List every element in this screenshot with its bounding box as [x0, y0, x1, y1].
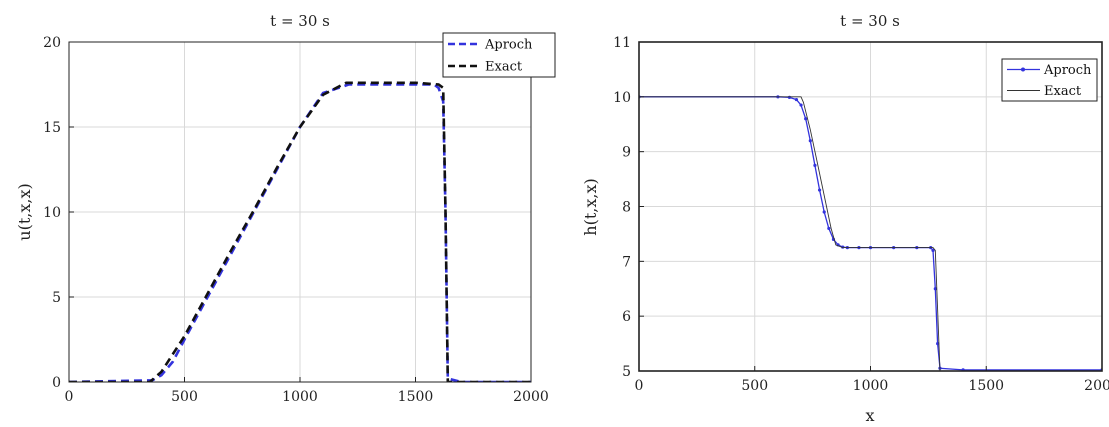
- right-y-tick-label: 9: [622, 145, 631, 161]
- right-chart: 0 500 1000 1500 2000 5 6 7 8 9 10 11 t = 30 s h(t,x…: [581, 12, 1109, 425]
- right-x-tick-label: 1500: [968, 378, 1004, 394]
- left-x-tick-label: 500: [171, 389, 198, 405]
- right-y-tick-label: 5: [622, 364, 631, 380]
- right-series-group: [639, 95, 1102, 371]
- left-x-tick-label: 1500: [398, 389, 434, 405]
- left-y-tick-label: 10: [43, 205, 61, 221]
- right-series-aproch-point: [827, 226, 831, 231]
- right-x-tick-label: 500: [741, 378, 768, 394]
- left-y-tick-label: 5: [52, 290, 61, 306]
- right-series-aproch-point: [787, 95, 792, 99]
- right-y-axis-label: h(t,x,x): [581, 178, 600, 235]
- right-x-tick-label: 1000: [853, 378, 889, 394]
- left-chart: 0 500 1000 1500 2000 0 5 10 15 20 t = 30 s u(t,x,…: [15, 12, 556, 405]
- right-series-aproch-point: [817, 188, 822, 192]
- right-legend-label-exact: Exact: [1044, 84, 1082, 99]
- right-series-aproch-point: [822, 210, 826, 214]
- right-series-exact-line: [639, 96, 1102, 371]
- left-y-tick-label: 0: [52, 375, 61, 391]
- right-x-axis-label: x: [865, 406, 874, 425]
- left-ticks: 0 500 1000 1500 2000 0 5 10 15 20: [43, 35, 549, 405]
- right-series-aproch-point: [794, 97, 799, 102]
- right-grid: [639, 42, 1102, 371]
- right-legend-box: [1001, 58, 1098, 102]
- right-y-tick-label: 10: [613, 90, 631, 106]
- left-y-tick-label: 20: [43, 35, 61, 51]
- right-legend-marker-aproch: [1021, 67, 1025, 72]
- right-series-aproch-point: [813, 163, 817, 167]
- right-series-aproch-point: [931, 248, 935, 252]
- left-series-group: [69, 81, 531, 382]
- right-legend: Aproch Exact: [1001, 58, 1098, 102]
- right-y-tick-label: 7: [622, 254, 631, 270]
- right-x-tick-label: 2000: [1084, 378, 1109, 394]
- left-y-tick-label: 15: [43, 120, 61, 136]
- right-x-tick-label: 0: [635, 378, 644, 394]
- right-series-aproch-point: [936, 341, 940, 346]
- right-y-tick-label: 8: [622, 200, 631, 216]
- left-x-tick-label: 2000: [513, 389, 549, 405]
- left-legend: Aproch Exact: [442, 32, 556, 78]
- right-series-aproch-point: [799, 103, 803, 107]
- left-x-tick-label: 1000: [282, 389, 318, 405]
- right-ticks: 0 500 1000 1500 2000 5 6 7 8 9 10 11: [613, 35, 1109, 394]
- left-chart-title: t = 30 s: [270, 12, 330, 30]
- right-series-aproch-point: [804, 117, 808, 121]
- right-series-aproch-point: [933, 287, 937, 291]
- right-y-tick-label: 6: [622, 309, 631, 325]
- left-series-exact-line: [69, 81, 531, 382]
- left-x-tick-label: 0: [65, 389, 74, 405]
- right-y-tick-label: 11: [613, 35, 631, 51]
- left-legend-label-aproch: Aproch: [484, 38, 533, 53]
- left-y-axis-label: u(t,x,x): [15, 183, 34, 240]
- right-series-aproch-line: [639, 96, 1102, 371]
- left-legend-label-exact: Exact: [485, 60, 523, 75]
- right-chart-title: t = 30 s: [840, 12, 900, 30]
- right-series-aproch-point: [808, 139, 812, 143]
- right-legend-label-aproch: Aproch: [1043, 63, 1092, 78]
- left-legend-box: [442, 32, 556, 78]
